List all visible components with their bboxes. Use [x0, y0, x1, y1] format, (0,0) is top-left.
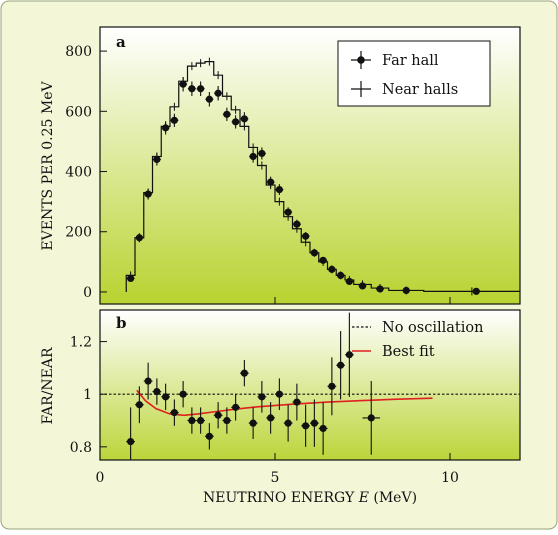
far-hall-point	[301, 232, 310, 241]
y-tick-label-a: 600	[65, 104, 92, 120]
far-hall-point	[240, 112, 249, 126]
far-hall-point	[214, 86, 223, 101]
far-hall-point	[205, 92, 214, 107]
far-hall-point	[179, 76, 188, 92]
panel-a-border	[99, 26, 521, 305]
panel-b-plot-area	[100, 310, 520, 460]
far-hall-point	[402, 286, 411, 295]
best-fit-curve	[136, 389, 433, 417]
panel-a: 0 200 400 600 800	[65, 44, 520, 304]
far-hall-point	[319, 256, 328, 264]
ratio-point	[213, 402, 223, 429]
legend-far-hall-symbol	[351, 51, 371, 69]
legend-a: Far hall Near halls	[337, 40, 491, 107]
ratio-point	[336, 331, 345, 400]
far-hall-point	[187, 81, 196, 96]
y-tick-label-b: 0.8	[70, 440, 92, 456]
ratio-point	[126, 407, 135, 460]
legend-far-hall-label: Far hall	[382, 53, 439, 69]
ratio-point	[152, 378, 162, 405]
ratio-point	[301, 404, 310, 447]
far-hall-point	[222, 107, 231, 121]
x-tick-label: 0	[96, 470, 105, 486]
x-tick-label: 5	[271, 470, 280, 486]
ratio-point	[257, 381, 267, 413]
legend-near-halls-symbol	[351, 81, 371, 97]
far-hall-point	[257, 147, 266, 160]
ratio-point	[240, 360, 249, 387]
far-hall-point	[161, 121, 170, 135]
far-hall-point	[358, 282, 367, 290]
ratio-point	[170, 399, 179, 426]
x-axis-label-prefix: NEUTRINO ENERGY	[203, 490, 359, 506]
ratio-point	[205, 423, 214, 450]
panel-a-label: a	[116, 33, 126, 51]
x-axis-label-variable: E	[358, 490, 369, 506]
ratio-point	[318, 402, 328, 455]
y-tick-label-a: 0	[83, 285, 92, 301]
far-hall-point	[376, 285, 384, 293]
legend-no-oscillation-label: No oscillation	[382, 320, 483, 336]
ratio-point	[248, 407, 258, 439]
ratio-point	[362, 381, 380, 455]
y-axis-label-b: FAR/NEAR	[40, 347, 56, 424]
ratio-point	[266, 402, 275, 434]
far-hall-point	[231, 115, 240, 129]
x-axis-label-unit: (MeV)	[369, 490, 417, 506]
ratio-point	[135, 386, 144, 424]
far-hall-point	[126, 274, 135, 283]
far-hall-point	[144, 188, 153, 200]
far-hall-point	[196, 81, 205, 96]
near-halls-histogram	[125, 61, 520, 292]
far-hall-point	[275, 184, 284, 196]
x-tick-label: 10	[441, 470, 459, 486]
far-hall-point	[336, 271, 345, 279]
far-hall-point	[170, 113, 179, 127]
y-axis-label-a: EVENTS PER 0.25 MeV	[40, 81, 56, 251]
y-tick-label-a: 200	[65, 225, 92, 241]
ratio-point	[292, 383, 302, 421]
x-axis-label: NEUTRINO ENERGY E (MeV)	[203, 490, 417, 506]
ratio-point	[196, 407, 205, 434]
ratio-point	[283, 404, 293, 442]
y-tick-label-b: 1.2	[70, 335, 92, 351]
ratio-point	[231, 394, 240, 421]
legend-best-fit-label: Best fit	[382, 344, 435, 360]
y-tick-label-b: 1	[83, 387, 92, 403]
far-hall-point	[152, 153, 161, 166]
legend-b: No oscillation Best fit	[352, 320, 483, 360]
far-hall-point	[266, 176, 275, 188]
ratio-point	[275, 378, 284, 410]
ratio-point	[327, 357, 337, 416]
far-hall-point	[292, 219, 301, 229]
ratio-point	[222, 407, 232, 434]
far-hall-point	[284, 207, 293, 217]
ratio-point	[345, 312, 354, 397]
far-hall-point	[310, 249, 319, 257]
far-hall-point	[327, 265, 336, 273]
panel-b-label: b	[116, 314, 127, 332]
ratio-point	[161, 383, 170, 410]
ratio-point	[187, 407, 197, 434]
far-hall-point	[345, 277, 354, 286]
ratio-point	[178, 381, 188, 408]
ratio-point	[310, 399, 319, 447]
ratio-point	[143, 362, 153, 400]
far-hall-point	[249, 150, 258, 163]
far-hall-point	[135, 233, 144, 243]
legend-near-halls-label: Near halls	[382, 82, 458, 98]
panel-b: 0.8 1 1.2 0 5 10	[70, 312, 520, 486]
far-hall-point	[472, 287, 481, 295]
panel-b-border	[99, 309, 521, 461]
legend-a-box	[337, 40, 491, 107]
y-tick-label-a: 800	[65, 44, 92, 60]
y-tick-label-a: 400	[65, 165, 92, 181]
